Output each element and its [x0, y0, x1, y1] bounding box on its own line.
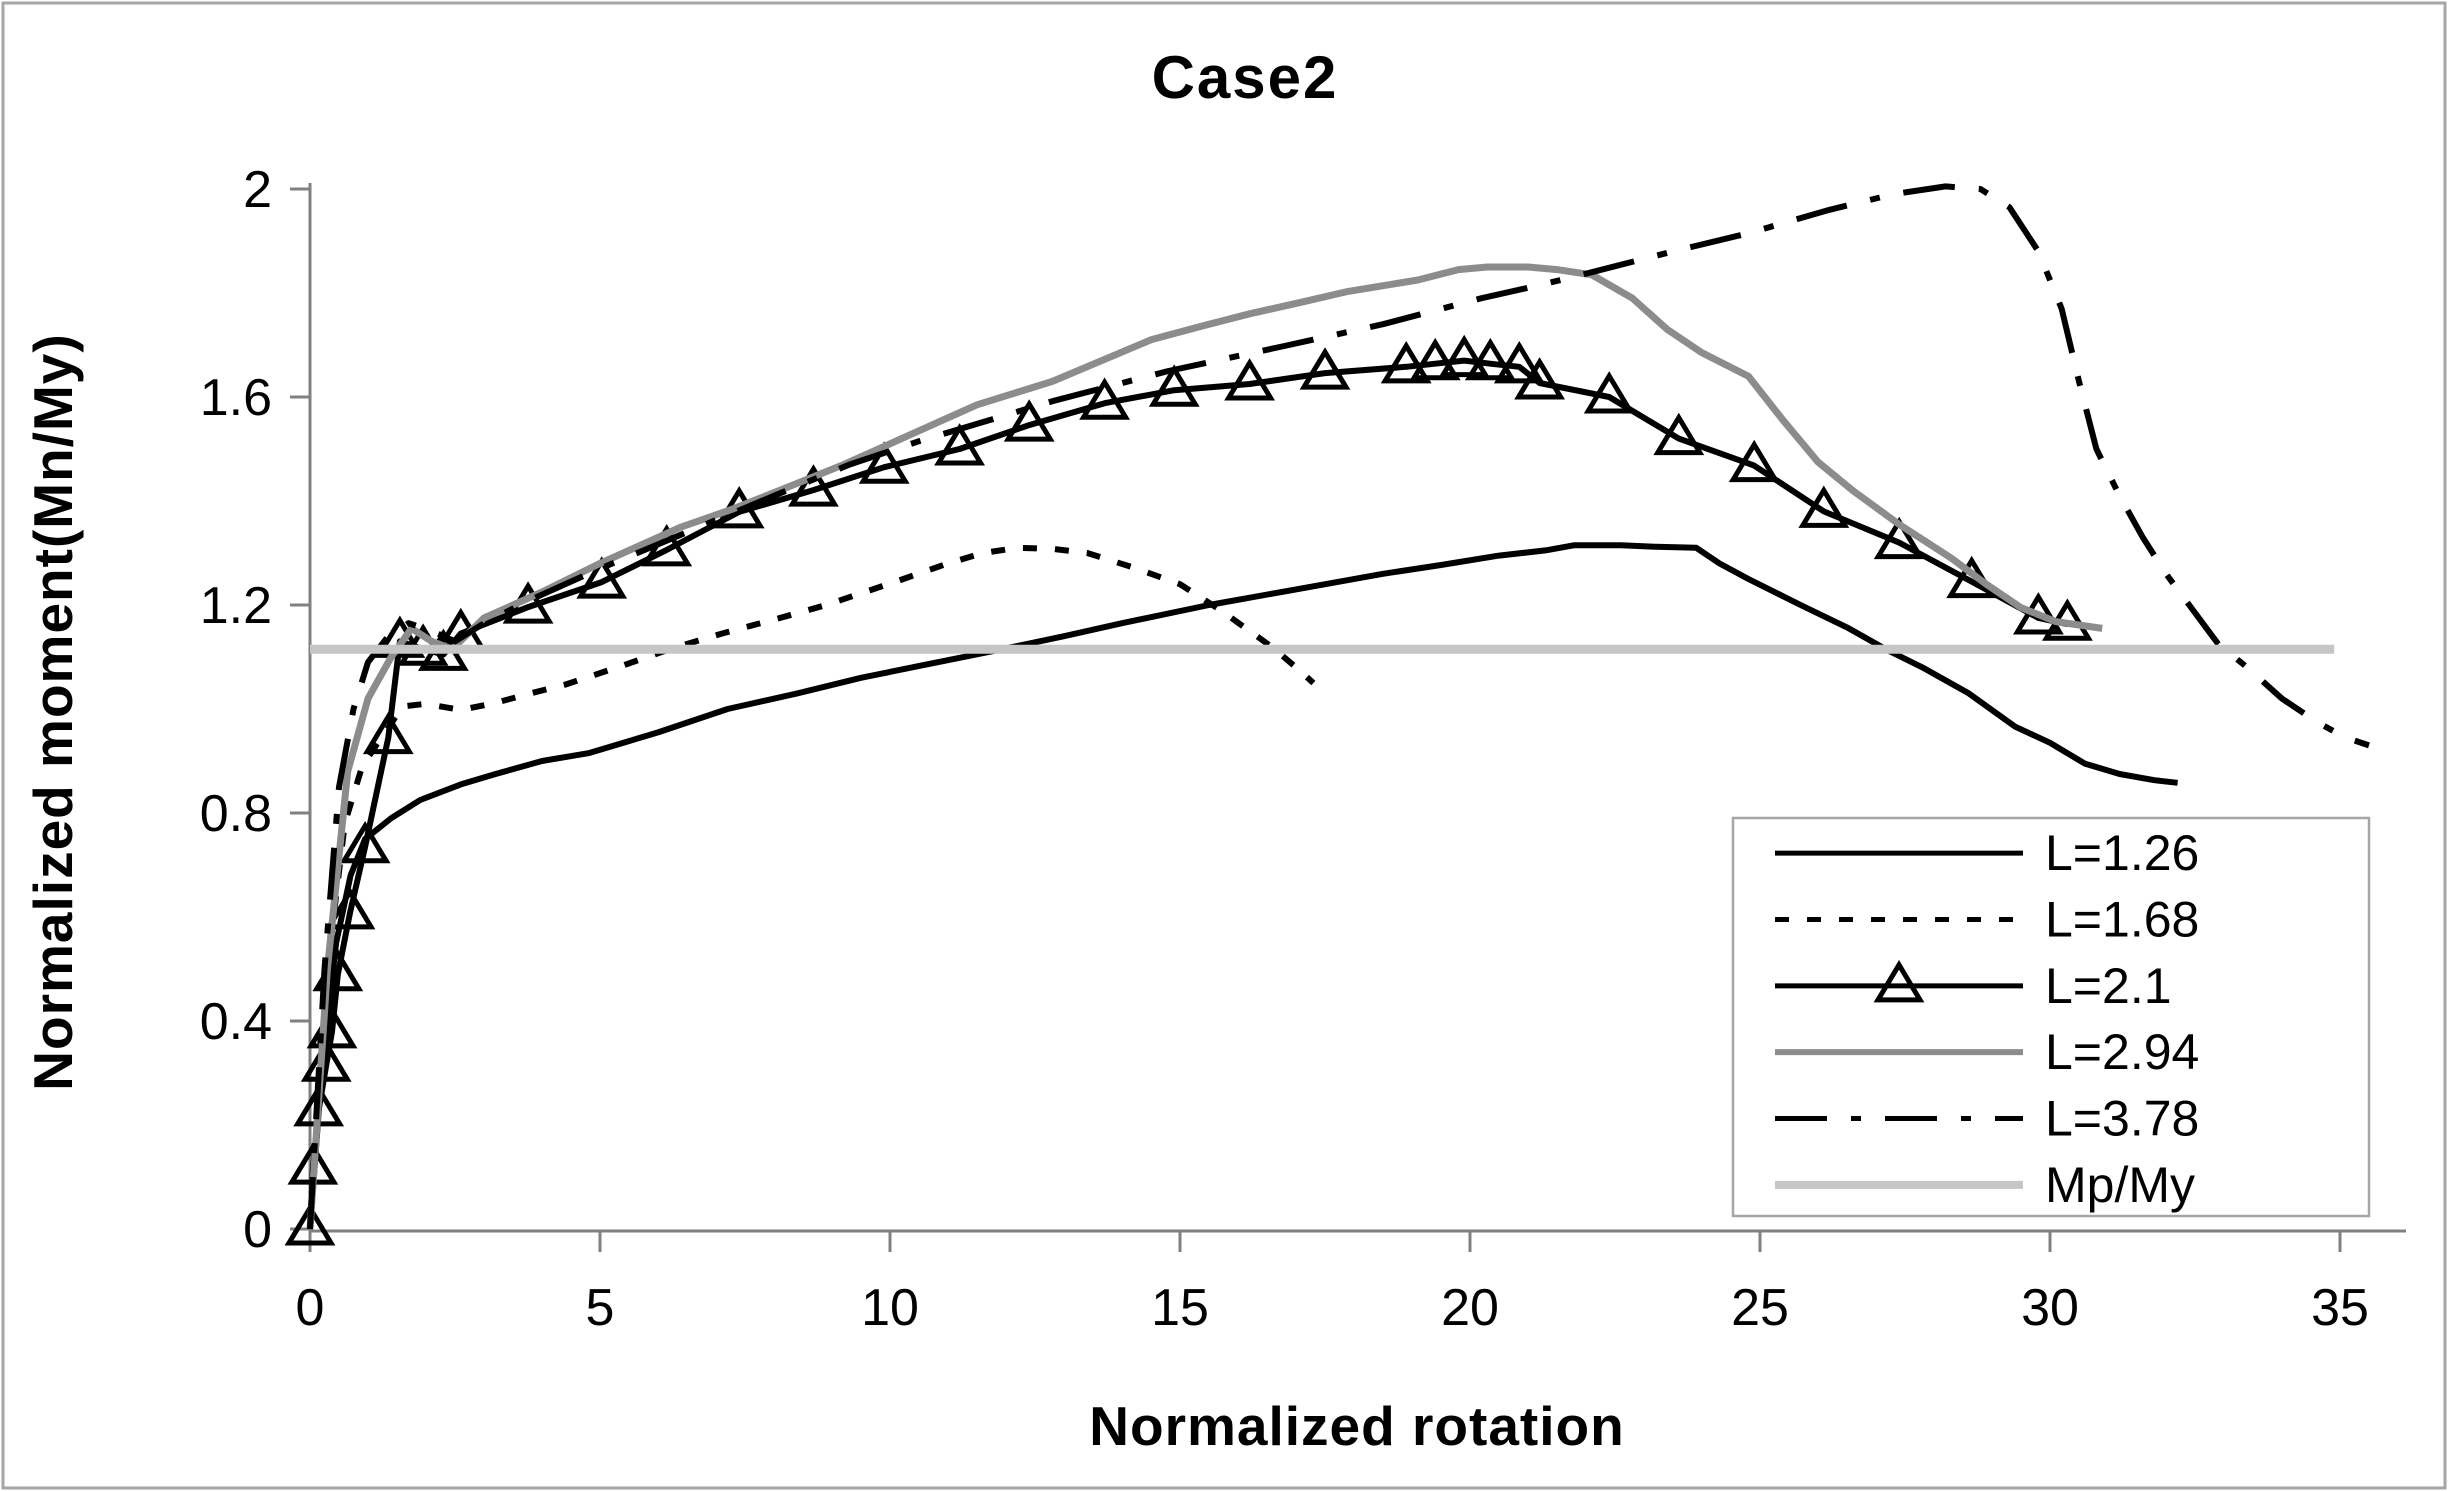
triangle-marker [362, 711, 414, 755]
triangle-marker [1873, 516, 1925, 560]
x-tick-label: 0 [296, 1279, 325, 1337]
triangle-marker [2012, 592, 2064, 635]
y-tick-label: 2 [243, 161, 272, 219]
series-line [307, 183, 2370, 1230]
triangle-marker [1148, 364, 1200, 407]
series-L-1.26 [307, 542, 2178, 1230]
y-tick-label: 0.8 [200, 785, 272, 843]
triangle-marker [1079, 377, 1131, 420]
y-tick-label: 1.2 [200, 577, 272, 635]
series-L-3.78 [307, 183, 2370, 1230]
legend-label: L=1.68 [2045, 892, 2199, 948]
triangle-marker [934, 423, 986, 466]
legend-label: L=2.1 [2045, 958, 2172, 1014]
triangle-marker [1003, 399, 1055, 442]
series-line [307, 544, 1316, 1230]
x-tick-label: 15 [1151, 1279, 1209, 1337]
triangle-marker [1728, 439, 1780, 483]
triangle-marker [1583, 371, 1635, 414]
series-L-2.1 [284, 334, 2093, 1246]
triangle-marker [1299, 347, 1351, 390]
triangle-marker [339, 820, 391, 864]
triangle-marker [1653, 412, 1705, 456]
legend-box [1731, 816, 2371, 1218]
triangle-marker [1380, 340, 1432, 384]
triangle-marker [1409, 337, 1461, 381]
x-tick-label: 25 [1731, 1279, 1789, 1337]
legend-label: L=2.94 [2045, 1024, 2199, 1080]
x-tick-label: 10 [861, 1279, 919, 1337]
y-axis-title: Normalized moment(Mn/My) [22, 333, 84, 1090]
triangle-marker [1514, 357, 1566, 400]
triangle-marker [1464, 337, 1516, 381]
series-line [307, 542, 2178, 1230]
y-tick-label: 0 [243, 1201, 272, 1259]
series-L-1.68 [307, 544, 1316, 1230]
triangle-marker [284, 1203, 336, 1246]
x-tick-label: 30 [2021, 1279, 2079, 1337]
axes: 0 5 10 15 20 25 30 35 0 0.4 0.8 1.2 1.6 2 [200, 161, 2406, 1337]
triangle-marker [300, 1039, 352, 1082]
triangle-marker [576, 556, 628, 599]
x-tick-label: 35 [2311, 1279, 2369, 1337]
x-tick-label: 20 [1441, 1279, 1499, 1337]
triangle-marker [374, 615, 426, 658]
triangle-marker [1873, 959, 1925, 1003]
y-tick-label: 0.4 [200, 993, 272, 1051]
x-tick-label: 5 [586, 1279, 615, 1337]
legend-label: Mp/My [2045, 1157, 2195, 1213]
y-tick-label: 1.6 [200, 369, 272, 427]
legend-label: L=1.26 [2045, 825, 2199, 881]
chart-title: Case2 [1152, 44, 1339, 111]
x-axis-title: Normalized rotation [1089, 1395, 1624, 1457]
legend: L=1.26 L=1.68 L=2.1 L=2.94 L=3.78 Mp/My [1731, 816, 2371, 1218]
legend-label: L=3.78 [2045, 1091, 2199, 1147]
triangle-marker [1438, 334, 1490, 378]
triangle-marker [858, 441, 910, 484]
triangle-marker [324, 886, 376, 930]
triangle-marker [1798, 485, 1850, 528]
triangle-marker [1493, 340, 1545, 384]
series-plot-area [284, 183, 2370, 1246]
triangle-marker [788, 464, 839, 507]
triangle-marker [1224, 358, 1276, 401]
series-line [307, 357, 2069, 1230]
